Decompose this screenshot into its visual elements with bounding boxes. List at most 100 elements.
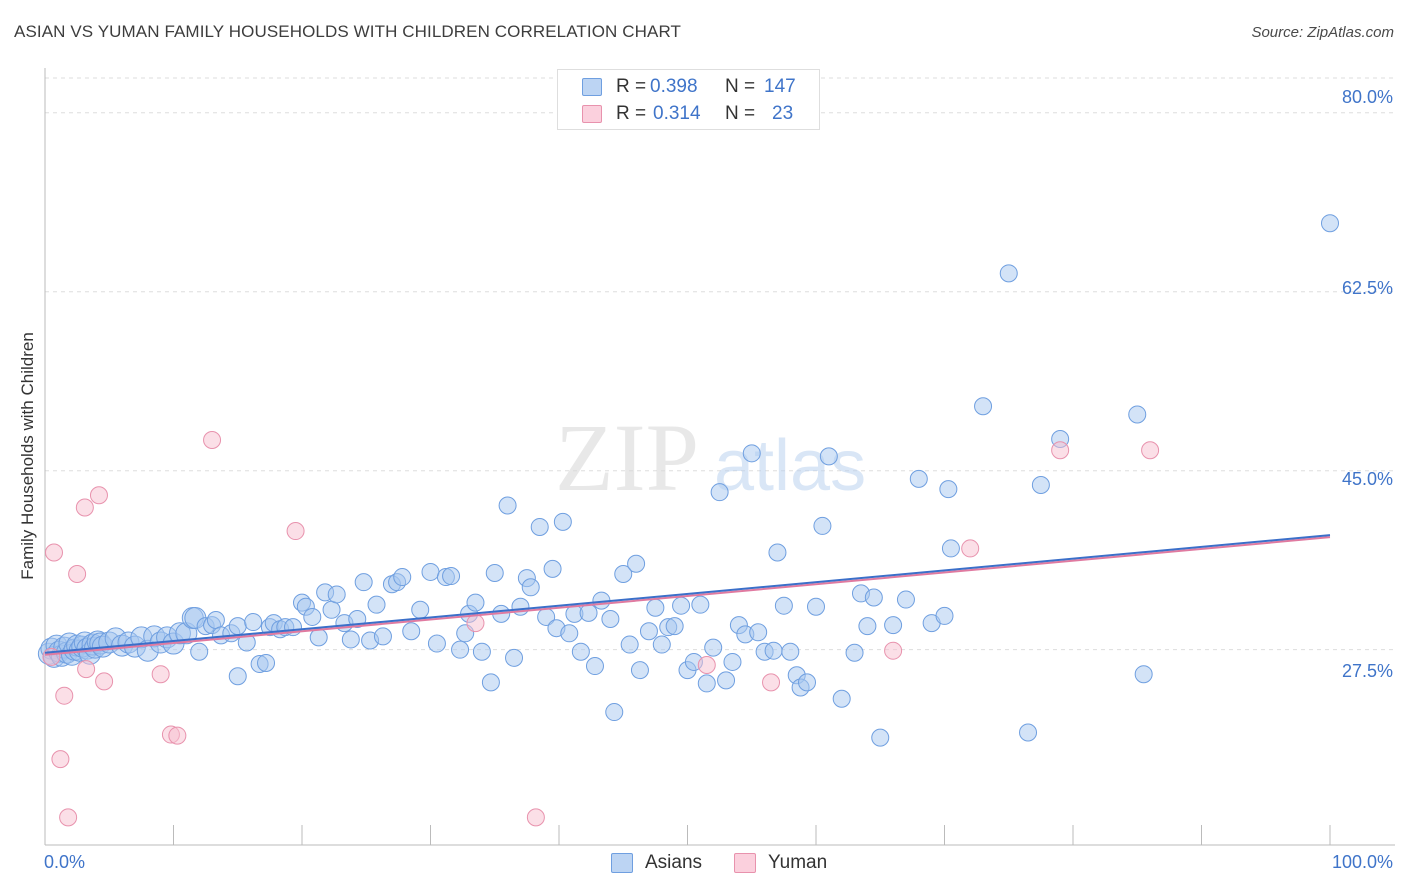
asians-point bbox=[498, 496, 517, 515]
yuman-point bbox=[151, 665, 170, 684]
asians-n-value: 147 bbox=[764, 76, 796, 97]
yuman-point bbox=[95, 672, 114, 691]
asians-point bbox=[717, 671, 736, 690]
asians-point bbox=[845, 643, 864, 662]
asians-point bbox=[764, 641, 783, 660]
asians-point bbox=[630, 661, 649, 680]
asians-point bbox=[190, 642, 209, 661]
asians-point bbox=[941, 539, 960, 558]
asians-point bbox=[939, 480, 958, 499]
asians-point bbox=[244, 613, 263, 632]
trend-lines bbox=[44, 534, 1331, 656]
series-legend: Asians Yuman bbox=[0, 850, 1406, 880]
legend-label-yuman: Yuman bbox=[768, 852, 828, 873]
asians-point bbox=[421, 562, 440, 581]
asians-point bbox=[466, 593, 485, 612]
asians-point bbox=[530, 517, 549, 536]
asians-point bbox=[935, 606, 954, 625]
asians-swatch bbox=[582, 78, 602, 96]
asians-point bbox=[553, 512, 572, 531]
asians-point bbox=[341, 630, 360, 649]
y-tick-label: 27.5% bbox=[1341, 661, 1393, 681]
asians-point bbox=[646, 598, 665, 617]
y-tick-label: 45.0% bbox=[1341, 469, 1393, 489]
asians-point bbox=[543, 559, 562, 578]
yuman-trend-line bbox=[44, 536, 1331, 656]
asians-point bbox=[402, 622, 421, 641]
yuman-point bbox=[168, 726, 187, 745]
asians-point bbox=[601, 609, 620, 628]
yuman-points bbox=[42, 431, 1160, 827]
yuman-point bbox=[203, 431, 222, 450]
y-tick-label: 80.0% bbox=[1341, 87, 1393, 107]
asians-point bbox=[228, 617, 247, 636]
asians-point bbox=[723, 652, 742, 671]
asians-point bbox=[585, 657, 604, 676]
asians-point bbox=[354, 573, 373, 592]
yuman-point bbox=[286, 522, 305, 541]
asians-point bbox=[813, 516, 832, 535]
asians-point bbox=[672, 596, 691, 615]
asians-point bbox=[303, 607, 322, 626]
asians-point bbox=[309, 628, 328, 647]
chart-source: Source: ZipAtlas.com bbox=[1251, 24, 1394, 41]
asians-point bbox=[781, 642, 800, 661]
yuman-point bbox=[1051, 441, 1070, 460]
yuman-r-value: 0.314 bbox=[653, 103, 701, 124]
legend-label-asians: Asians bbox=[645, 852, 703, 873]
asians-point bbox=[571, 642, 590, 661]
asians-point bbox=[819, 447, 838, 466]
watermark-zip: ZIP bbox=[555, 404, 699, 511]
yuman-point bbox=[68, 564, 87, 583]
gridlines bbox=[45, 77, 1395, 651]
asians-point bbox=[257, 653, 276, 672]
yuman-point bbox=[466, 614, 485, 633]
yuman-n-value: 23 bbox=[772, 103, 794, 124]
asians-point bbox=[697, 674, 716, 693]
asians-point bbox=[560, 624, 579, 643]
yuman-r-label: R = bbox=[616, 103, 647, 124]
yuman-swatch bbox=[582, 105, 602, 123]
asians-point bbox=[373, 627, 392, 646]
asians-point bbox=[832, 689, 851, 708]
yuman-point bbox=[77, 660, 96, 679]
asians-point bbox=[1128, 405, 1147, 424]
asians-point bbox=[798, 673, 817, 692]
asians-point bbox=[639, 622, 658, 641]
asians-point bbox=[974, 397, 993, 416]
asians-point bbox=[864, 588, 883, 607]
asians-point bbox=[999, 264, 1018, 283]
asians-point bbox=[742, 444, 761, 463]
x-max-label: 100.0% bbox=[1331, 852, 1393, 872]
y-axis-title: Family Households with Children bbox=[18, 332, 37, 580]
y-tick-label: 62.5% bbox=[1341, 278, 1393, 298]
chart-title: ASIAN VS YUMAN FAMILY HOUSEHOLDS WITH CH… bbox=[14, 22, 681, 41]
asians-point bbox=[442, 567, 461, 586]
asians-point bbox=[481, 673, 500, 692]
stats-legend: R = 0.398 N = 147 R = 0.314 N = 23 bbox=[557, 69, 820, 130]
asians-point bbox=[884, 616, 903, 635]
asians-trend-line bbox=[44, 534, 1331, 654]
asians-point bbox=[411, 600, 430, 619]
asians-point bbox=[1321, 214, 1339, 233]
yuman-point bbox=[89, 486, 108, 505]
yuman-point bbox=[55, 686, 74, 705]
asians-point bbox=[909, 469, 928, 488]
yuman-point bbox=[59, 808, 78, 827]
yuman-point bbox=[961, 539, 980, 558]
asians-point bbox=[665, 617, 684, 636]
yuman-point bbox=[526, 808, 545, 827]
asians-n-label: N = bbox=[725, 76, 756, 97]
yuman-point bbox=[51, 750, 70, 769]
asians-point bbox=[627, 554, 646, 573]
yuman-point bbox=[75, 498, 94, 517]
asians-point bbox=[1019, 723, 1038, 742]
asians-point bbox=[393, 568, 412, 587]
asians-point bbox=[605, 703, 624, 722]
asians-point bbox=[614, 564, 633, 583]
axes bbox=[44, 68, 1395, 846]
asians-point bbox=[1134, 665, 1153, 684]
watermark: ZIP atlas bbox=[555, 404, 866, 511]
asians-point bbox=[228, 667, 247, 686]
